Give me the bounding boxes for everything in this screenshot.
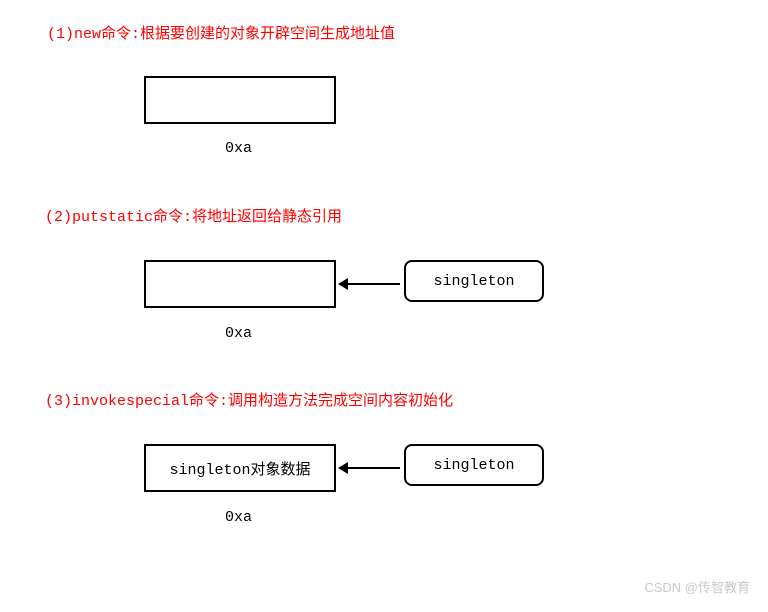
watermark-text: CSDN @传智教育 [644,577,750,596]
step2-address-label: 0xa [225,325,252,342]
step3-address-label: 0xa [225,509,252,526]
step2-memory-box [144,260,336,308]
step3-memory-box: singleton对象数据 [144,444,336,492]
step2-arrow [340,283,400,285]
step3-reference-box: singleton [404,444,544,486]
step1-heading: (1)new命令:根据要创建的对象开辟空间生成地址值 [47,22,395,43]
step3-heading: (3)invokespecial命令:调用构造方法完成空间内容初始化 [45,389,453,410]
step1-address-label: 0xa [225,140,252,157]
step3-memory-content: singleton对象数据 [169,458,310,479]
step3-arrow [340,467,400,469]
step1-memory-box [144,76,336,124]
step2-reference-box: singleton [404,260,544,302]
step3-reference-label: singleton [433,457,514,474]
step2-reference-label: singleton [433,273,514,290]
step2-heading: (2)putstatic命令:将地址返回给静态引用 [45,205,342,226]
